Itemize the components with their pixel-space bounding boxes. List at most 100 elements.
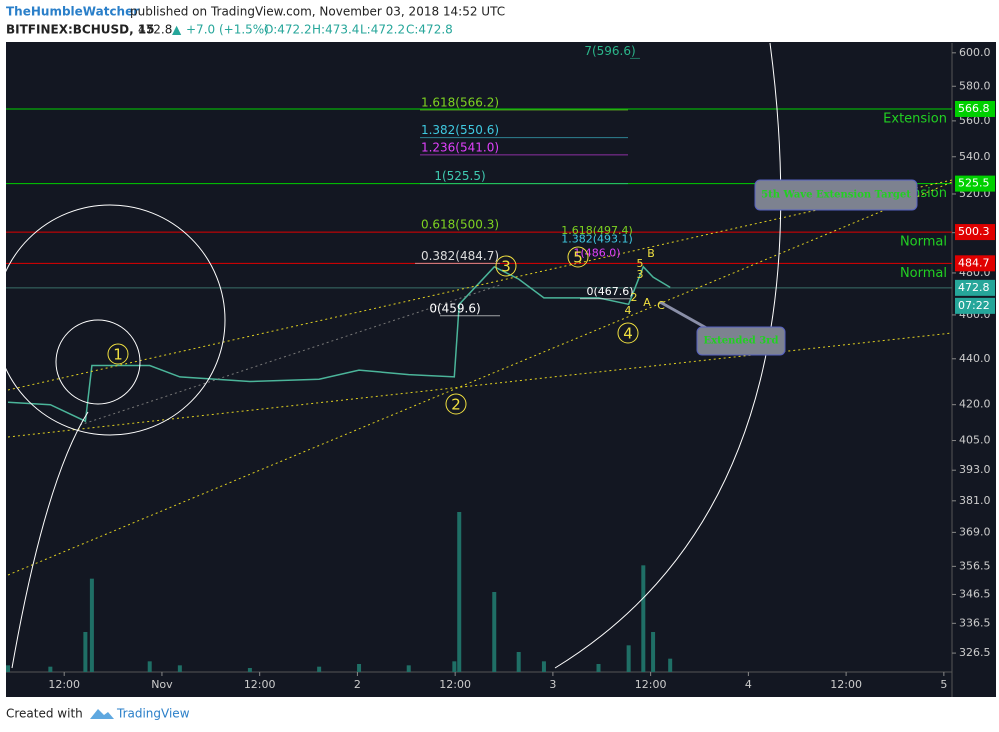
ohlc: O:472.2 [264, 23, 312, 37]
x-tick-label: 4 [745, 678, 752, 691]
wave-label: 5 [573, 249, 583, 267]
x-tick-label: 12:00 [48, 678, 80, 691]
volume-bar [626, 645, 631, 672]
wave-circle [107, 343, 129, 365]
symbol: BITFINEX:BCHUSD, 15 [6, 23, 155, 37]
volume-bar [668, 658, 673, 672]
trendline [7, 332, 953, 438]
x-tick-label: 12:00 [244, 678, 276, 691]
fib-label: 1.618(566.2) [421, 96, 499, 110]
wave-label: 1 [113, 346, 123, 364]
volume-bar [457, 512, 462, 672]
callout-box [754, 179, 918, 211]
ohlc: C:472.8 [406, 23, 453, 37]
y-tick-label: 440.0 [959, 352, 991, 365]
wave-label: 3 [637, 268, 644, 281]
price-box [955, 100, 995, 117]
y-tick-label: 600.0 [959, 46, 991, 59]
volume-bar [406, 665, 411, 672]
y-tick-label: 420.0 [959, 398, 991, 411]
price-box [955, 224, 995, 241]
volume-bar [516, 652, 521, 672]
drawings [0, 42, 953, 669]
trendline [79, 284, 501, 426]
volume-bar [317, 666, 322, 672]
price-box [955, 175, 995, 192]
author[interactable]: TheHumbleWatcher [6, 5, 139, 19]
wave-label: 4 [625, 304, 632, 317]
x-tick-label: Nov [151, 678, 173, 691]
price-box [955, 279, 995, 296]
fib-circle [55, 319, 141, 405]
trendline [7, 181, 953, 576]
change: +7.0 (+1.5%) [186, 23, 269, 37]
volume-bar [357, 664, 362, 672]
chart-panel [6, 42, 996, 697]
price-box-label: 484.7 [958, 256, 990, 269]
wave-circle [617, 322, 639, 344]
volume-bar [83, 632, 88, 672]
level-tag: Normal [900, 235, 947, 250]
x-tick-label: 3 [549, 678, 556, 691]
fib-label: 7(596.6) [584, 44, 635, 58]
volume-bar [247, 668, 252, 672]
time-box-label: 07:22 [958, 299, 990, 312]
wave-label: C [657, 299, 665, 312]
footer-created: Created with [6, 707, 83, 721]
wave-circle [495, 255, 517, 277]
ohlc: L:472.2 [360, 23, 405, 37]
volume-bar [541, 661, 546, 672]
fib-arc [11, 411, 89, 669]
wave-circle [567, 246, 589, 268]
x-tick-label: 5 [940, 678, 947, 691]
fib-label: 1.618(497.4) [561, 224, 633, 237]
wave-label: 4 [623, 325, 633, 343]
fib-label: 0(467.6) [586, 285, 633, 298]
wave-label: 3 [501, 258, 511, 276]
x-tick-label: 12:00 [635, 678, 667, 691]
wave-label: 2 [631, 291, 638, 304]
fib-label: 1.382(493.1) [561, 232, 633, 245]
published: published on TradingView.com, November 0… [130, 5, 505, 19]
y-tick-label: 346.5 [959, 587, 991, 600]
y-tick-label: 540.0 [959, 150, 991, 163]
trendline [7, 179, 953, 391]
y-tick-label: 326.5 [959, 646, 991, 659]
callout-box [696, 326, 786, 356]
volume-bar [641, 565, 646, 672]
x-tick-label: 12:00 [439, 678, 471, 691]
level-tag: Extension [883, 111, 947, 126]
last: 472.8 [138, 23, 172, 37]
wave-label: 5 [637, 257, 644, 270]
wave-circle [445, 393, 467, 415]
volume-bar [6, 665, 10, 672]
price-box-label: 566.8 [958, 102, 990, 115]
price-box [955, 255, 995, 272]
callout-text: Extended 3rd [704, 336, 779, 347]
volume-bar [89, 578, 94, 672]
fib-label: 0.618(500.3) [421, 218, 499, 232]
y-tick-label: 580.0 [959, 79, 991, 92]
x-tick-label: 12:00 [830, 678, 862, 691]
price-line [7, 265, 671, 423]
fib-label: 0.382(484.7) [421, 249, 499, 263]
price-box-label: 472.8 [958, 281, 990, 294]
level-tag: Normal [900, 266, 947, 281]
wave-label: A [643, 296, 651, 309]
y-tick-label: 560.0 [959, 114, 991, 127]
time-box [955, 297, 995, 314]
up-arrow: ▲ [172, 23, 182, 37]
fib-label: 1(525.5) [434, 169, 485, 183]
footer-brand[interactable]: TradingView [116, 707, 190, 721]
y-tick-label: 369.0 [959, 525, 991, 538]
y-tick-label: 405.0 [959, 434, 991, 447]
price-box-label: 500.3 [958, 225, 990, 238]
fib-label: 1.382(550.6) [421, 123, 499, 137]
volume-bar [651, 632, 656, 672]
fib-label: 1.236(541.0) [421, 140, 499, 154]
volume-bar [177, 665, 182, 672]
volume-bar [492, 592, 497, 672]
fib-arc [554, 42, 782, 669]
price-box-label: 525.5 [958, 177, 990, 190]
